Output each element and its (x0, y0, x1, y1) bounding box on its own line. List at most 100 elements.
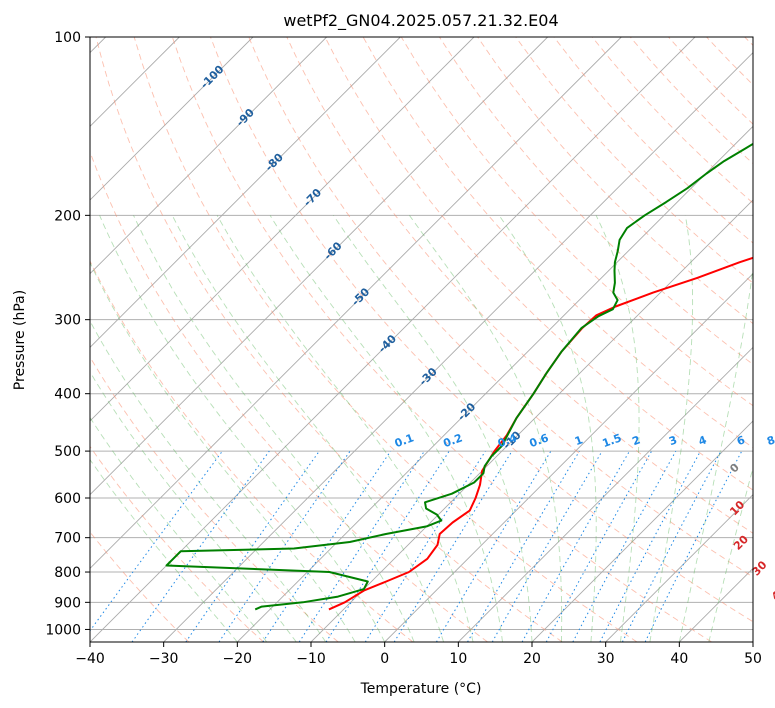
mixing-ratio-line (393, 450, 513, 642)
isotherm (310, 199, 753, 642)
isotherm-label: -90 (234, 106, 257, 129)
profile-line (165, 142, 753, 611)
moist-adiabat (90, 371, 297, 642)
chart-title: wetPf2_GN04.2025.057.21.32.E04 (283, 11, 558, 31)
dry-adiabat (90, 259, 414, 642)
isotherm (237, 125, 753, 642)
moist-adiabat (90, 320, 327, 642)
mixing-ratio-label: 0.4 (496, 431, 519, 450)
isotherm-label: -100 (198, 62, 227, 91)
grid-layer (90, 37, 753, 642)
mixing-ratio-label: 0.6 (528, 431, 551, 450)
moist-adiabat-label: 0 (727, 461, 742, 476)
dry-adiabat (591, 37, 753, 204)
x-tick-label: 30 (597, 651, 615, 667)
isotherm (679, 567, 753, 642)
mixing-ratio-label: 1.5 (601, 431, 624, 450)
isotherm (605, 494, 753, 642)
isotherm (90, 37, 622, 569)
x-tick-label: −20 (223, 651, 253, 667)
dry-adiabat (133, 37, 638, 642)
mixing-ratio-line (131, 450, 270, 642)
moist-adiabat (649, 215, 694, 642)
moist-adiabat (171, 215, 445, 642)
moist-adiabat (708, 465, 753, 642)
dry-adiabat (286, 37, 753, 534)
y-tick-label: 600 (54, 491, 81, 507)
moist-adiabat (90, 416, 268, 642)
mixing-ratio-line (644, 450, 743, 642)
mixing-ratio-line (599, 450, 701, 642)
isotherm (531, 420, 753, 642)
y-tick-label: 300 (54, 313, 81, 329)
x-tick-label: −30 (149, 651, 179, 667)
mixing-ratio-label: 0.2 (441, 431, 464, 450)
x-tick-label: −10 (296, 651, 326, 667)
mixing-ratio-label: 3 (667, 433, 679, 448)
mixing-ratio-line (521, 450, 630, 642)
dry-adiabat (744, 37, 753, 47)
isotherm (90, 37, 254, 201)
x-tick-label: 40 (670, 651, 688, 667)
dry-adiabat (439, 37, 753, 365)
mixing-ratio-line (90, 450, 223, 632)
x-tick-label: 0 (380, 651, 389, 667)
isotherm (163, 52, 753, 642)
x-tick-label: 50 (744, 651, 762, 667)
isotherm (90, 37, 327, 275)
mixing-ratio-line (435, 450, 552, 642)
dry-adiabat (668, 37, 753, 125)
mixing-ratio-line (467, 450, 580, 642)
isotherm (752, 641, 753, 642)
x-tick-label: 20 (523, 651, 541, 667)
mixing-ratio-line (218, 450, 351, 642)
mixing-ratio-line (545, 450, 653, 642)
moist-adiabat (333, 215, 533, 642)
moist-adiabat (678, 264, 753, 642)
x-tick-label: −40 (75, 651, 105, 667)
moist-adiabat (498, 215, 597, 642)
plot-frame (89, 36, 754, 643)
moist-adiabat-label: 40 (769, 583, 775, 603)
isotherm-label: -30 (417, 365, 440, 388)
mixing-ratio-label: 8 (765, 433, 775, 448)
isotherm (90, 37, 401, 348)
moist-adiabat (90, 458, 238, 642)
moist-adiabat (595, 215, 640, 642)
dry-adiabat (95, 37, 563, 642)
isotherm-label: -60 (321, 239, 344, 262)
dry-adiabat (90, 356, 339, 642)
x-axis-label: Temperature (°C) (360, 681, 482, 697)
isotherm-label: -80 (263, 150, 286, 173)
dry-adiabat (515, 37, 753, 284)
isotherm-label: -50 (349, 285, 372, 308)
mixing-ratio-label: 1 (573, 433, 585, 448)
y-tick-label: 400 (54, 387, 81, 403)
moist-adiabat (216, 215, 474, 642)
isotherm-label: -20 (455, 400, 478, 423)
y-tick-label: 800 (54, 565, 81, 581)
x-tick-label: 10 (449, 651, 467, 667)
moist-adiabat (409, 215, 563, 642)
moist-adiabat (133, 215, 415, 642)
y-axis-label: Pressure (hPa) (12, 290, 28, 390)
mixing-ratio-line (572, 450, 677, 642)
dry-adiabat (90, 445, 264, 642)
mixing-ratio-line (298, 450, 425, 642)
isotherm (458, 346, 753, 642)
isotherm (90, 37, 548, 496)
isoline-label-layer: -100-90-80-70-60-50-40-30-20-100.1 0.2 0.4… (198, 62, 775, 603)
mixing-ratio-line (185, 450, 320, 642)
dry-adiabat (553, 37, 753, 244)
mixing-ratio-label: 0.1 (393, 431, 416, 450)
mixing-ratio-label: 4 (697, 433, 709, 448)
mixing-ratio-line (325, 450, 450, 642)
isotherm-label: -70 (301, 186, 324, 209)
y-axis: 100 200 300 400 500 600 700 800 900 1000 (45, 30, 90, 638)
dry-adiabat (248, 37, 753, 578)
mixing-ratio-label: 6 (735, 433, 747, 448)
moist-adiabat (99, 215, 386, 642)
mixing-ratio-label: 2 (630, 433, 642, 448)
moist-adiabat (269, 215, 503, 642)
